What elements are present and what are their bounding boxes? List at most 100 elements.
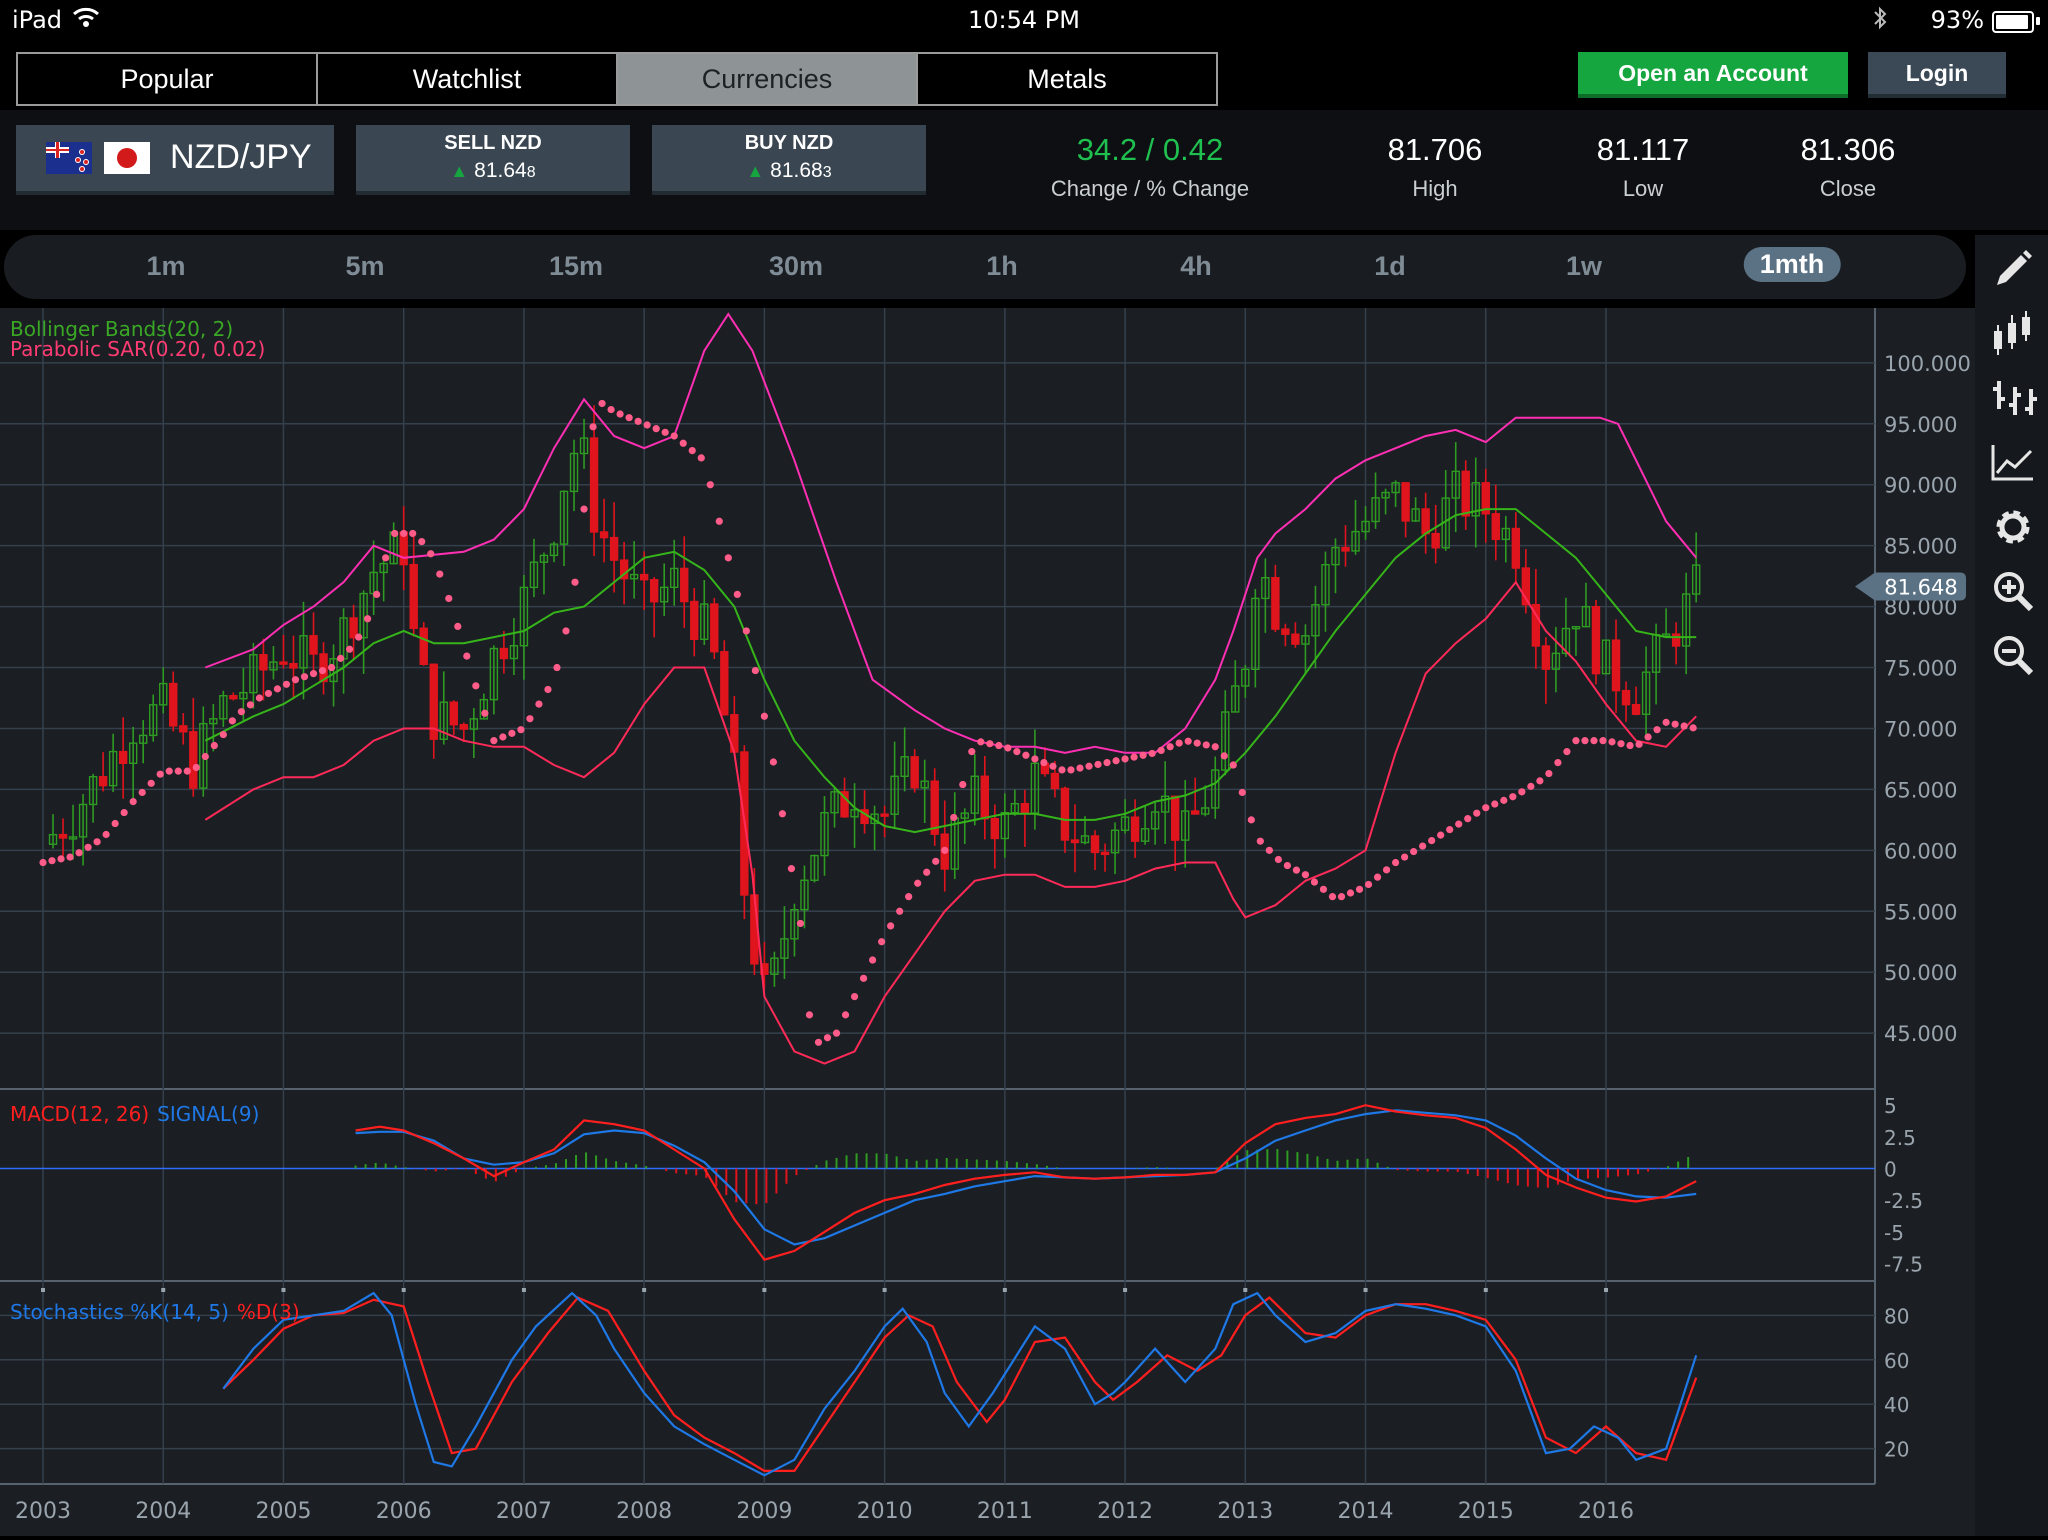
psar-dot — [345, 645, 354, 653]
candle-body — [990, 818, 1000, 840]
psar-dot — [1220, 752, 1228, 760]
candle-body — [700, 603, 709, 641]
candle-body — [1150, 811, 1160, 830]
candle-body — [1621, 689, 1631, 706]
psar-dot — [1536, 777, 1544, 785]
chart-area[interactable]: 2003 2004 2005 2006 2007 2008 2009 2010 2011 2012… — [0, 308, 1975, 1536]
pane-handle — [1243, 1288, 1248, 1292]
psar-dot — [1022, 751, 1030, 759]
psar-dot — [237, 708, 245, 716]
candle-body — [1000, 811, 1010, 840]
pane-handle — [642, 1288, 647, 1292]
candle-body — [850, 809, 859, 818]
psar-dot — [1410, 847, 1418, 856]
candle-body — [299, 635, 308, 669]
candle-body — [1581, 605, 1591, 628]
tab-metals[interactable]: Metals — [1027, 63, 1107, 94]
buy-button[interactable]: BUY NZD ▲ 81.683 — [652, 125, 926, 191]
gear-icon[interactable] — [1991, 505, 2035, 549]
psar-dot — [1464, 815, 1472, 823]
candle-body — [1140, 828, 1150, 842]
psar-dot — [571, 578, 579, 586]
tab-currencies[interactable]: Currencies — [618, 54, 918, 104]
psar-dot — [914, 879, 922, 887]
psar-dot — [535, 700, 543, 708]
candle-body — [279, 661, 288, 665]
x-tick-label: 2006 — [376, 1499, 432, 1524]
candle-body — [920, 780, 929, 789]
psar-dot — [760, 712, 768, 720]
pencil-icon[interactable] — [1991, 247, 2035, 291]
sell-button[interactable]: SELL NZD ▲ 81.648 — [356, 125, 630, 191]
x-tick-label: 2012 — [1097, 1499, 1153, 1524]
timeframe-4h[interactable]: 4h — [1180, 251, 1212, 281]
psar-dot — [751, 666, 759, 675]
pane-handle — [1123, 1288, 1128, 1292]
candle-body — [559, 490, 569, 545]
macd-tick-label: -5 — [1884, 1221, 1904, 1245]
psar-dot — [300, 673, 309, 681]
pane-handle — [41, 1288, 45, 1292]
timeframe-15m[interactable]: 15m — [548, 251, 604, 281]
zoom-out-icon[interactable] — [1991, 633, 2035, 677]
candle-body — [128, 742, 138, 765]
tab-popular[interactable]: Popular — [18, 54, 318, 104]
candle-body — [670, 567, 679, 589]
psar-dot — [733, 590, 741, 599]
psar-dot — [1482, 804, 1490, 812]
pane-handle — [762, 1288, 767, 1292]
low-label: Low — [1622, 176, 1664, 201]
open-account-button[interactable]: Open an Account — [1578, 52, 1848, 94]
candle-body — [1010, 802, 1020, 814]
candle-body — [629, 573, 639, 580]
psar-dot — [850, 992, 859, 1001]
timeframe-1w[interactable]: 1w — [1565, 251, 1603, 281]
candle-body — [619, 559, 629, 580]
psar-dot — [1689, 724, 1697, 732]
psar-dot — [1671, 720, 1679, 728]
zoom-in-icon[interactable] — [1991, 569, 2035, 613]
psar-dot — [1328, 893, 1337, 901]
timeframe-30m[interactable]: 30m — [768, 251, 824, 281]
line-chart-icon[interactable] — [1991, 441, 2035, 485]
psar-dot — [138, 788, 146, 797]
timeframe-1h[interactable]: 1h — [986, 251, 1018, 281]
candle-body — [1431, 532, 1440, 549]
psar-dot — [1518, 788, 1526, 796]
candlestick-icon[interactable] — [1991, 309, 2035, 355]
psar-dot — [183, 767, 191, 775]
psar-dot — [787, 865, 796, 873]
psar-dot — [1274, 855, 1282, 864]
timeframe-1d[interactable]: 1d — [1374, 251, 1406, 281]
candle-body — [78, 803, 88, 838]
close-stat: 81.306 Close — [1773, 132, 1923, 202]
candle-body — [599, 531, 609, 539]
psar-dot — [309, 670, 318, 678]
close-value: 81.306 — [1800, 132, 1896, 167]
psar-dot — [102, 830, 110, 839]
timeframe-1m[interactable]: 1m — [146, 251, 186, 281]
instrument-selector[interactable]: NZD/JPY — [16, 125, 334, 191]
psar-dot — [48, 857, 56, 865]
psar-dot — [1545, 769, 1553, 778]
psar-dot — [1509, 793, 1517, 801]
pane-handle — [161, 1288, 166, 1292]
macd-line — [355, 1104, 1697, 1261]
timeframe-5m[interactable]: 5m — [345, 251, 385, 281]
candle-body — [1331, 546, 1340, 566]
stoch-tick-label: 20 — [1884, 1438, 1909, 1462]
psar-dot — [1635, 740, 1643, 748]
psar-dot — [959, 780, 967, 789]
psar-dot — [977, 738, 985, 746]
candle-body — [1561, 627, 1571, 655]
psar-dot — [1382, 866, 1391, 874]
candle-body — [890, 775, 899, 815]
ohlc-bars-icon[interactable] — [1991, 375, 2037, 419]
candle-body — [179, 725, 188, 733]
new-zealand-flag-icon — [46, 142, 92, 174]
psar-dot — [1238, 788, 1246, 797]
timeframe-1mth[interactable]: 1mth — [1743, 247, 1841, 282]
login-button[interactable]: Login — [1868, 52, 2006, 94]
psar-dot — [526, 715, 534, 723]
tab-watchlist[interactable]: Watchlist — [318, 54, 618, 104]
